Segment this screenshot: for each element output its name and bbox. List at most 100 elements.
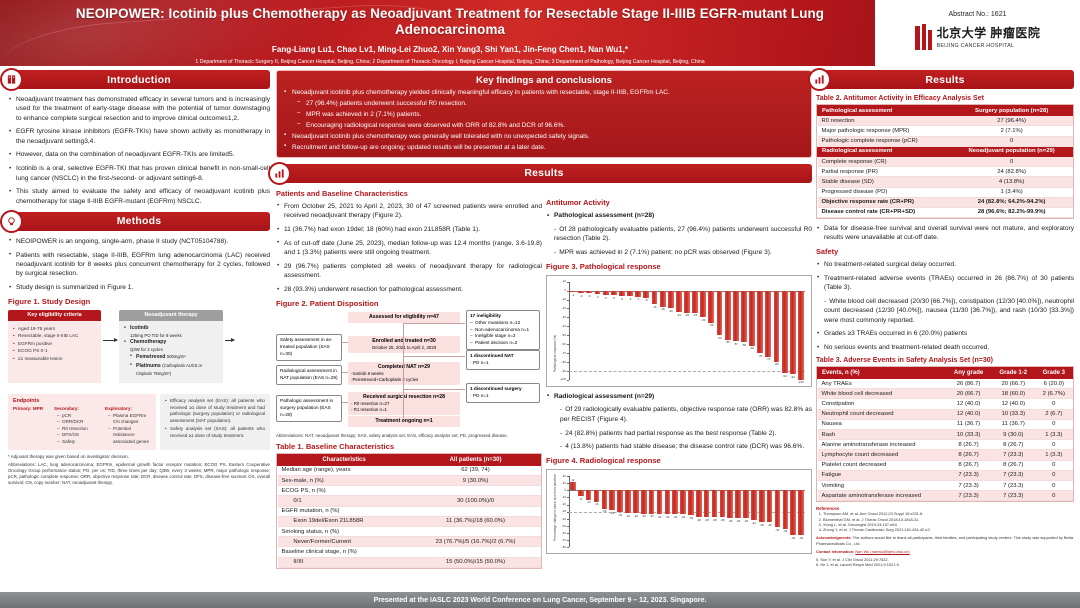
logo-mark-icon	[914, 24, 932, 50]
bar	[675, 290, 682, 312]
bar-label: -30	[701, 317, 706, 322]
primary-endpoint: Primary: MPR	[13, 406, 51, 446]
bar	[593, 490, 600, 502]
bar	[765, 290, 772, 357]
table-cell: Radiological assessment	[816, 145, 952, 157]
bar	[680, 490, 686, 515]
reference-line	[569, 370, 805, 372]
list-item: Resectable, stage II-IIIB LAC	[13, 332, 97, 340]
y-axis-tick: -50	[561, 523, 566, 528]
list-item: DFS/OS	[57, 432, 102, 439]
bar-label: -15	[652, 304, 657, 309]
table-cell: 11 (36.7)	[991, 419, 1036, 430]
bar-label: 12	[571, 477, 575, 482]
flow-label: Safety assessment in as-treated populati…	[280, 337, 333, 356]
table-cell: Objective response rate (CR+PR)	[817, 197, 951, 208]
bar-label: -63	[799, 535, 804, 540]
list-item: Patient decision n=2	[470, 340, 536, 347]
table-cell: Lymphocyte count decreased	[817, 449, 946, 461]
table-row: Smoking status, n (%)	[277, 526, 541, 538]
table-cell: 10 (33.3)	[945, 429, 992, 441]
table2-wrapper: Pathological assessment Surgery populatio…	[816, 104, 1074, 220]
endpoints-section: Endpoints Primary: MPR Secondary: pCR OR…	[8, 393, 270, 450]
header-right: Abstract No.: 1621 北京大学 肿瘤医院 BEIJING CAN…	[875, 0, 1080, 66]
table-row: Sex-male, n (%) 9 (30.0%)	[277, 475, 541, 487]
table-row: Stable disease (SD) 4 (13.8%)	[817, 176, 1073, 188]
bar	[743, 490, 749, 519]
bar-label: -62	[750, 346, 755, 351]
exploratory-label: Exploratory:	[105, 405, 133, 411]
flow-eas-nat-box: Radiological assessment in NAT populatio…	[276, 364, 342, 385]
list-item: Potential resistance-associated genes	[108, 426, 151, 446]
flow-sublabel: - R0 resection n=27	[351, 400, 390, 406]
bar-label: -39	[728, 518, 733, 523]
bar-label: -34	[665, 515, 670, 520]
table-cell: Exon 19del/Exon 21L858R	[277, 516, 411, 527]
column-header: Events, n (%)	[816, 367, 947, 380]
bar	[703, 490, 710, 518]
y-axis-label: Percentage change in tumor size from bas…	[553, 474, 557, 542]
table-cell: Surgery population (n=28)	[950, 104, 1073, 117]
flow-ongoing: Treatment ongoing n=1	[348, 415, 460, 428]
bar	[640, 490, 647, 514]
table-cell: 7 (23.3)	[991, 470, 1036, 481]
bar-label: -100	[798, 380, 804, 385]
y-axis-tick: -10	[561, 495, 566, 500]
table-cell: 1 (3.3)	[1035, 449, 1073, 461]
contact-block: Contact information: Nan Wu (nanwu@bjmu.…	[816, 549, 1074, 554]
safety-list: No treatment-related surgical delay occu…	[816, 260, 1074, 292]
extra-references: 5. Sun Y, et al. J Clin Oncol 2011;29:75…	[816, 557, 1074, 567]
y-axis-tick: -20	[561, 502, 566, 507]
bar-label: -26	[602, 509, 607, 514]
y-axis-tick: -60	[561, 530, 566, 535]
bar-label: -25	[684, 313, 689, 318]
bar	[708, 290, 715, 323]
banner-label: Results	[925, 73, 965, 86]
bar-label: -3	[579, 293, 583, 298]
table-cell: 11 (36.7)	[945, 419, 992, 430]
bar	[766, 490, 773, 523]
bar	[727, 490, 734, 519]
bar-label: -52	[775, 527, 780, 532]
table-row: Exon 19del/Exon 21L858R 11 (36.7%)/18 (60…	[277, 516, 541, 527]
flow-connector	[403, 323, 404, 418]
list-item: Plasma EGFRm CN changes	[108, 413, 151, 426]
table-cell: 30 (100.0%)/0	[410, 495, 541, 507]
table-cell: Stable disease (SD)	[817, 176, 951, 188]
y-axis-tick: -80	[561, 359, 566, 364]
table-antitumor-activity: Pathological assessment Surgery populatio…	[816, 104, 1073, 219]
logo-english-text: BEIJING CANCER HOSPITAL	[936, 42, 1015, 49]
table-cell: 1 (3.3)	[1035, 429, 1073, 441]
table-row: Disease control rate (CR+PR+SD) 28 (96.6%…	[817, 207, 1073, 219]
chart-icon	[808, 68, 831, 91]
bar-label: -2	[571, 292, 575, 297]
table-cell: 8 (26.7)	[945, 449, 992, 461]
bar-label: -25	[693, 313, 698, 318]
bar	[684, 290, 690, 313]
table-cell: Constipation	[817, 398, 946, 410]
secondary-endpoints: Secondary: pCR ORR/DCR R0 resection DFS/…	[54, 406, 102, 446]
table1-title: Table 1. Baseline Characteristics	[276, 441, 395, 451]
list-item: Blumenthal GM, et al. J Thorac Oncol 201…	[823, 517, 1074, 522]
table-cell: 1 (3.4%)	[950, 187, 1073, 198]
table-cell: 0	[1035, 480, 1073, 492]
section-banner-results-right: Results	[808, 68, 1074, 91]
table-cell	[410, 546, 541, 558]
poster-footer: Presented at the IASLC 2023 World Confer…	[0, 592, 1080, 608]
bar	[798, 290, 804, 380]
table-row: Median age (range), years 62 (39, 74)	[277, 465, 541, 477]
column-header: Characteristics	[276, 453, 412, 466]
affiliations: 1 Department of Thoracic Surgery II, Bei…	[195, 59, 705, 65]
bar	[711, 490, 718, 518]
table-section-header: Radiological assessment Neoadjuvant popul…	[816, 145, 1073, 157]
bar	[667, 290, 674, 309]
contact-email[interactable]: Nan Wu (nanwu@bjmu.edu.cn)	[855, 548, 910, 554]
bar-label: -54	[783, 529, 788, 534]
table-row: Partial response (PR) 24 (82.8%)	[817, 166, 1073, 178]
y-axis	[569, 281, 570, 380]
bar-label: -55	[725, 340, 730, 345]
bar	[749, 290, 756, 346]
figure2-title: Figure 2. Patient Disposition	[276, 298, 379, 308]
bar-label: -34	[681, 515, 686, 520]
